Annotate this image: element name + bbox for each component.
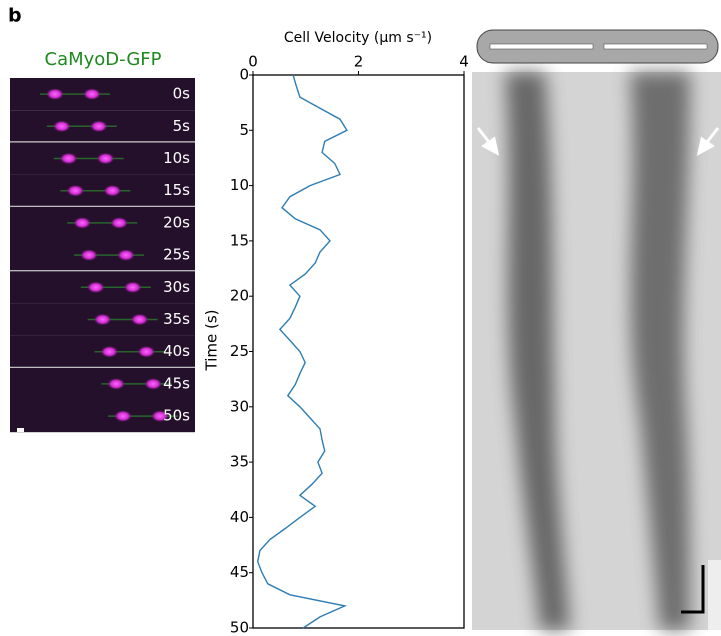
spot [144,377,163,390]
spot [89,120,108,133]
arrows [476,127,720,156]
time-tick-label: 5 [239,121,249,139]
spot [46,88,64,101]
frame-label: 35s [163,310,190,328]
spot [123,281,142,294]
time-tick-label: 35 [230,453,249,471]
frame-label: 30s [163,278,190,296]
velocity-tick-label: 2 [354,53,364,71]
spot [66,184,85,197]
time-tick-label: 30 [230,397,249,415]
spot [100,345,119,358]
velocity-line [256,74,348,629]
frames-title: CaMyoD-GFP [45,49,162,70]
spot [117,249,135,262]
spot [151,410,169,423]
spot [110,216,129,229]
time-tick-label: 20 [230,287,249,305]
spot [80,249,98,262]
spot [93,313,112,326]
spot [114,410,132,423]
panel-label: b [8,5,22,27]
spot [73,216,92,229]
velocity-tick-label: 4 [459,53,469,71]
time-tick-label: 0 [239,66,249,84]
time-tick-label: 45 [230,563,249,581]
frame-scale-bar [17,428,24,432]
frame-label: 45s [163,374,190,392]
scale-bar [681,565,705,614]
spot [59,152,78,165]
velocity-tick-label: 0 [248,53,258,71]
frame-label: 15s [163,181,190,199]
spot [130,313,149,326]
spot [137,345,156,358]
time-tick-label: 10 [230,176,249,194]
frame-label: 50s [163,407,190,425]
x-axis-label: Time (s) [203,310,221,372]
frame-label: 0s [173,85,191,103]
frame-strip: 0s 5s 10s 15s 20s 25s 30s 35s 40s 45s 50s [10,78,195,433]
kymograph [472,72,721,630]
spot [52,120,71,133]
frame-label: 5s [173,117,191,135]
spot [96,152,115,165]
plot-area [252,74,465,629]
spot [86,281,105,294]
frame-label: 40s [163,342,190,360]
spot [107,377,126,390]
time-tick-label: 25 [230,342,249,360]
y-axis-label: Cell Velocity (μm s⁻¹) [284,30,432,46]
time-tick-label: 50 [230,619,249,636]
spot [83,88,101,101]
frame-label: 10s [163,149,190,167]
frame-label: 20s [163,213,190,231]
frame-label: 25s [163,246,190,264]
time-tick-label: 40 [230,508,249,526]
time-tick-label: 15 [230,231,249,249]
spot [103,184,122,197]
cell-schematic [476,29,719,64]
